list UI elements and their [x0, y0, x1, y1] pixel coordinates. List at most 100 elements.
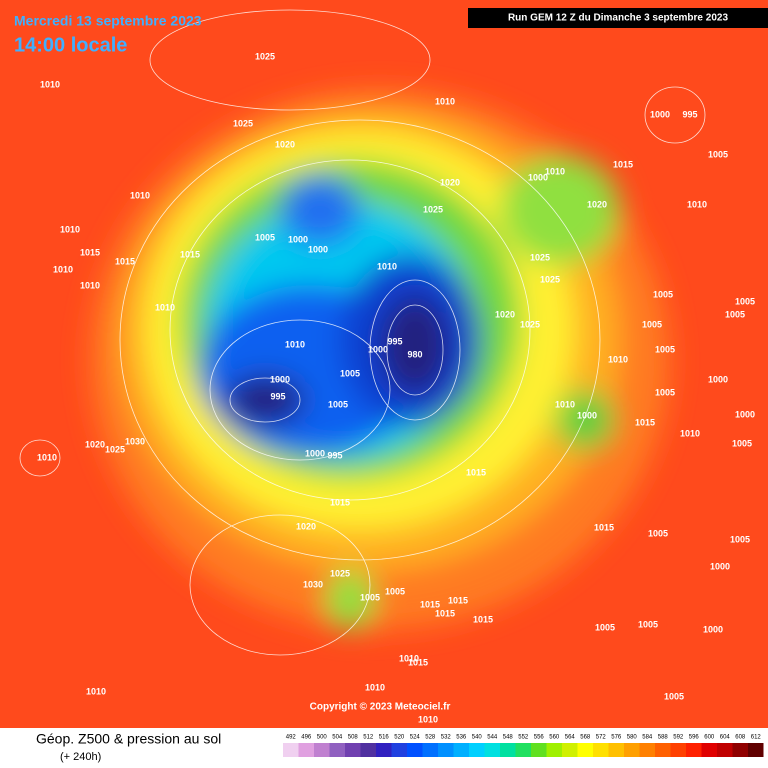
- isobar-label: 1000: [305, 448, 325, 458]
- isobar-label: 1005: [735, 296, 755, 306]
- scale-swatch: [438, 743, 454, 757]
- isobar-label: 1000: [650, 109, 670, 119]
- isobar-label: 1010: [155, 302, 175, 312]
- scale-label: 564: [565, 735, 576, 741]
- scale-swatch: [345, 743, 361, 757]
- scale-swatch: [655, 743, 671, 757]
- isobar-label: 1015: [330, 497, 350, 507]
- isobar-label: 1020: [495, 309, 515, 319]
- scale-swatch: [686, 743, 702, 757]
- footer-title: Géop. Z500 & pression au sol: [36, 731, 221, 747]
- date: Mercredi 13 septembre 2023: [14, 13, 202, 29]
- isobar-label: 995: [387, 336, 402, 346]
- isobar-label: 1005: [648, 528, 668, 538]
- scale-swatch: [593, 743, 609, 757]
- copyright: Copyright © 2023 Meteociel.fr: [310, 702, 451, 713]
- isobar-label: 1005: [340, 368, 360, 378]
- isobar-label: 1010: [130, 190, 150, 200]
- scale-swatch: [608, 743, 624, 757]
- scale-swatch: [732, 743, 748, 757]
- isobar-label: 1015: [473, 614, 493, 624]
- scale-label: 576: [611, 735, 622, 741]
- scale-label: 504: [332, 735, 343, 741]
- isobar-label: 1010: [60, 224, 80, 234]
- isobar-label: 1015: [80, 247, 100, 257]
- field: [0, 0, 768, 728]
- isobar-label: 1005: [725, 309, 745, 319]
- isobar-label: 1015: [115, 256, 135, 266]
- isobar-label: 1000: [368, 344, 388, 354]
- isobar-label: 1005: [328, 399, 348, 409]
- isobar-label: 1010: [435, 96, 455, 106]
- scale-label: 552: [518, 735, 529, 741]
- isobar-label: 1000: [735, 409, 755, 419]
- isobar-label: 1010: [53, 264, 73, 274]
- isobar-label: 995: [682, 109, 697, 119]
- time: 14:00 locale: [14, 34, 127, 56]
- scale-swatch: [314, 743, 330, 757]
- isobar-label: 1010: [687, 199, 707, 209]
- scale-label: 540: [472, 735, 483, 741]
- isobar-label: 995: [327, 450, 342, 460]
- scale-swatch: [484, 743, 500, 757]
- isobar-label: 1030: [303, 579, 323, 589]
- scale-label: 568: [580, 735, 591, 741]
- isobar-label: 1010: [680, 428, 700, 438]
- scale-swatch: [670, 743, 686, 757]
- isobar-label: 1005: [664, 691, 684, 701]
- isobar-label: 1025: [423, 204, 443, 214]
- scale-label: 592: [673, 735, 684, 741]
- isobar-label: 1010: [555, 399, 575, 409]
- scale-swatch: [577, 743, 593, 757]
- scale-label: 532: [441, 735, 452, 741]
- scale-label: 588: [658, 735, 669, 741]
- isobar-label: 1010: [399, 653, 419, 663]
- run-info: Run GEM 12 Z du Dimanche 3 septembre 202…: [508, 13, 729, 24]
- scale-label: 520: [394, 735, 405, 741]
- isobar-label: 1005: [595, 622, 615, 632]
- isobar-label: 1010: [418, 714, 438, 724]
- isobar-label: 1005: [732, 438, 752, 448]
- scale-swatch: [360, 743, 376, 757]
- scale-swatch: [329, 743, 345, 757]
- isobar-label: 1000: [308, 244, 328, 254]
- color-scale: 492 496 500 504 508 512 516 520 524 528 532 536 540 5…: [283, 735, 764, 757]
- isobar-label: 1025: [255, 51, 275, 61]
- scale-label: 544: [487, 735, 498, 741]
- scale-label: 528: [425, 735, 436, 741]
- isobar-label: 1010: [377, 261, 397, 271]
- scale-label: 512: [363, 735, 374, 741]
- isobar-label: 1000: [708, 374, 728, 384]
- isobar-label: 1005: [730, 534, 750, 544]
- isobar-label: 1015: [613, 159, 633, 169]
- isobar-label: 1010: [40, 79, 60, 89]
- scale-label: 600: [704, 735, 715, 741]
- scale-swatch: [298, 743, 314, 757]
- isobar-label: 1015: [594, 522, 614, 532]
- isobar-label: 1005: [385, 586, 405, 596]
- scale-label: 608: [735, 735, 746, 741]
- scale-label: 516: [379, 735, 390, 741]
- isobar-label: 1010: [80, 280, 100, 290]
- scale-swatch: [500, 743, 516, 757]
- scale-swatch: [376, 743, 392, 757]
- isobar-label: 1010: [86, 686, 106, 696]
- isobar-label: 1030: [125, 436, 145, 446]
- isobar-label: 1020: [440, 177, 460, 187]
- scale-swatch: [515, 743, 531, 757]
- isobar-label: 1000: [288, 234, 308, 244]
- isobar-label: 980: [407, 349, 422, 359]
- isobar-label: 1000: [528, 172, 548, 182]
- isobar-label: 1020: [296, 521, 316, 531]
- isobar-label: 1020: [85, 439, 105, 449]
- isobar-label: 1005: [655, 344, 675, 354]
- isobar-label: 1005: [653, 289, 673, 299]
- isobar-label: 1015: [420, 599, 440, 609]
- scale-label: 596: [689, 735, 700, 741]
- isobar-label: 1025: [540, 274, 560, 284]
- isobar-label: 1010: [285, 339, 305, 349]
- isobar-label: 1010: [608, 354, 628, 364]
- scale-label: 604: [720, 735, 731, 741]
- isobar-label: 1025: [530, 252, 550, 262]
